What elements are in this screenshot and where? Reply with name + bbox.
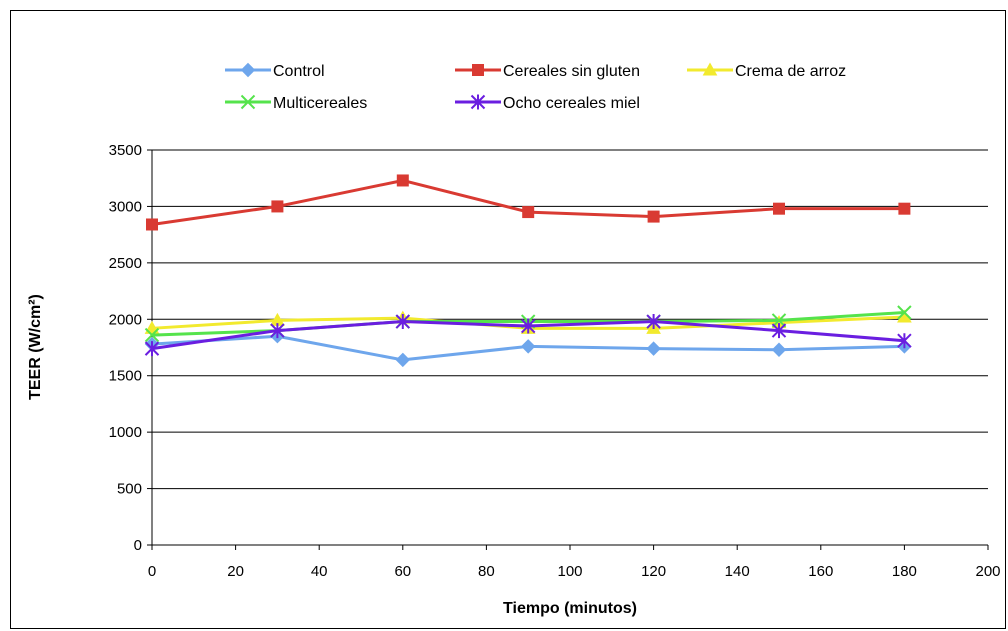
x-tick-label: 20	[227, 563, 244, 580]
y-tick-label: 500	[117, 481, 142, 498]
data-point	[522, 206, 535, 219]
legend-label: Multicereales	[273, 95, 367, 112]
data-point	[897, 333, 912, 349]
legend-label: Crema de arroz	[735, 63, 846, 80]
y-tick-label: 2000	[109, 311, 142, 328]
legend-marker	[240, 94, 256, 110]
data-point	[897, 305, 912, 320]
y-tick-label: 1000	[109, 424, 142, 441]
y-tick-label: 3000	[109, 198, 142, 215]
y-tick-label: 3500	[109, 142, 142, 159]
x-tick-label: 180	[892, 563, 917, 580]
data-point	[270, 323, 285, 339]
legend-item: Control	[225, 62, 325, 80]
x-tick-label: 40	[311, 563, 328, 580]
y-tick-label: 2500	[109, 255, 142, 272]
x-axis-title: Tiempo (minutos)	[503, 600, 637, 617]
data-point	[144, 341, 160, 357]
data-point	[146, 218, 158, 231]
gridlines	[152, 149, 988, 490]
y-tick-label: 0	[134, 537, 142, 554]
data-point	[771, 342, 787, 357]
x-tick-label: 0	[148, 563, 156, 580]
legend-marker	[702, 62, 718, 76]
axes: 0 500 1000 1500 2000 2500 3000 3500 0 20 40 60 80 100…	[109, 142, 1001, 580]
legend-marker	[472, 64, 484, 76]
series-lines	[144, 174, 912, 368]
data-point	[771, 323, 787, 339]
data-point	[647, 210, 660, 223]
data-point	[773, 202, 785, 215]
series-2	[146, 174, 911, 231]
data-point	[771, 313, 787, 328]
x-tick-label: 140	[725, 563, 750, 580]
x-tick-label: 160	[808, 563, 833, 580]
data-point	[271, 200, 284, 213]
data-point	[395, 352, 411, 368]
x-tick-label: 120	[641, 563, 666, 580]
y-axis-title: TEER (W/cm²)	[27, 294, 44, 400]
data-point	[520, 339, 536, 354]
x-tick-label: 60	[394, 563, 411, 580]
legend-marker	[240, 62, 256, 78]
x-tick-label: 200	[975, 563, 1000, 580]
series-5	[144, 314, 912, 357]
data-point	[646, 341, 661, 356]
legend-label: Ocho cereales miel	[503, 95, 640, 112]
data-point	[396, 174, 409, 187]
x-tick-label: 100	[557, 563, 582, 580]
legend-item: Crema de arroz	[687, 62, 846, 80]
legend-label: Cereales sin gluten	[503, 63, 640, 80]
legend-item: Ocho cereales miel	[455, 94, 640, 112]
legend-item: Multicereales	[225, 94, 367, 112]
legend: Control Cereales sin gluten Crema de arroz…	[225, 62, 846, 112]
x-tick-label: 80	[478, 563, 495, 580]
data-point	[898, 202, 911, 215]
legend-marker	[470, 94, 486, 110]
y-tick-label: 1500	[109, 368, 142, 385]
legend-label: Control	[273, 63, 325, 80]
data-point	[144, 327, 160, 343]
data-point	[646, 314, 661, 330]
legend-item: Cereales sin gluten	[455, 63, 640, 80]
data-point	[520, 318, 536, 334]
data-point	[395, 314, 411, 330]
series-1	[144, 329, 912, 368]
